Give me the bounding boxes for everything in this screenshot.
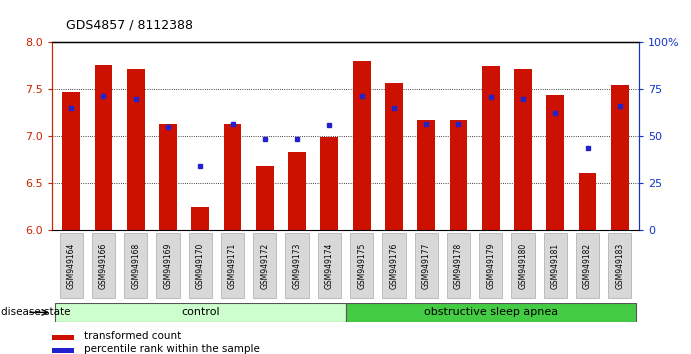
Text: percentile rank within the sample: percentile rank within the sample [84, 344, 260, 354]
FancyBboxPatch shape [415, 233, 438, 298]
FancyBboxPatch shape [350, 233, 373, 298]
Text: transformed count: transformed count [84, 331, 181, 341]
Text: GSM949168: GSM949168 [131, 242, 140, 289]
Text: GSM949180: GSM949180 [518, 242, 527, 289]
Bar [288, 152, 306, 230]
FancyBboxPatch shape [55, 303, 346, 322]
Bar [353, 61, 370, 230]
Bar [95, 65, 113, 230]
Bar [547, 95, 564, 230]
FancyBboxPatch shape [59, 233, 83, 298]
Text: control: control [181, 307, 220, 318]
Text: GSM949179: GSM949179 [486, 242, 495, 289]
Text: GSM949171: GSM949171 [228, 242, 237, 289]
Bar [321, 137, 338, 230]
FancyBboxPatch shape [447, 233, 470, 298]
Text: GDS4857 / 8112388: GDS4857 / 8112388 [66, 19, 193, 32]
Text: GSM949175: GSM949175 [357, 242, 366, 289]
Bar [385, 83, 403, 230]
Bar [159, 124, 177, 230]
Bar [191, 207, 209, 230]
Bar [127, 69, 144, 230]
Bar [52, 335, 75, 340]
Bar [578, 173, 596, 230]
FancyBboxPatch shape [382, 233, 406, 298]
FancyBboxPatch shape [92, 233, 115, 298]
Text: GSM949183: GSM949183 [615, 242, 624, 289]
Text: GSM949166: GSM949166 [99, 242, 108, 289]
Bar [482, 66, 500, 230]
Text: GSM949181: GSM949181 [551, 242, 560, 289]
Bar [450, 120, 467, 230]
Text: GSM949169: GSM949169 [164, 242, 173, 289]
FancyBboxPatch shape [479, 233, 502, 298]
FancyBboxPatch shape [221, 233, 244, 298]
FancyBboxPatch shape [544, 233, 567, 298]
Text: GSM949177: GSM949177 [422, 242, 430, 289]
Bar [52, 348, 75, 353]
Bar [62, 92, 80, 230]
Text: obstructive sleep apnea: obstructive sleep apnea [424, 307, 558, 318]
FancyBboxPatch shape [124, 233, 147, 298]
FancyBboxPatch shape [318, 233, 341, 298]
Text: GSM949173: GSM949173 [292, 242, 301, 289]
FancyBboxPatch shape [511, 233, 535, 298]
Bar [256, 166, 274, 230]
Text: GSM949170: GSM949170 [196, 242, 205, 289]
Text: GSM949174: GSM949174 [325, 242, 334, 289]
FancyBboxPatch shape [285, 233, 309, 298]
FancyBboxPatch shape [253, 233, 276, 298]
Text: GSM949182: GSM949182 [583, 242, 592, 289]
Text: GSM949172: GSM949172 [261, 242, 269, 289]
FancyBboxPatch shape [156, 233, 180, 298]
Bar [417, 120, 435, 230]
Bar [224, 124, 241, 230]
Text: GSM949176: GSM949176 [390, 242, 399, 289]
FancyBboxPatch shape [576, 233, 599, 298]
Bar [514, 69, 532, 230]
Bar [611, 85, 629, 230]
FancyBboxPatch shape [346, 303, 636, 322]
Text: GSM949178: GSM949178 [454, 242, 463, 289]
Text: GSM949164: GSM949164 [67, 242, 76, 289]
FancyBboxPatch shape [608, 233, 632, 298]
Text: disease state: disease state [1, 307, 70, 318]
FancyBboxPatch shape [189, 233, 212, 298]
